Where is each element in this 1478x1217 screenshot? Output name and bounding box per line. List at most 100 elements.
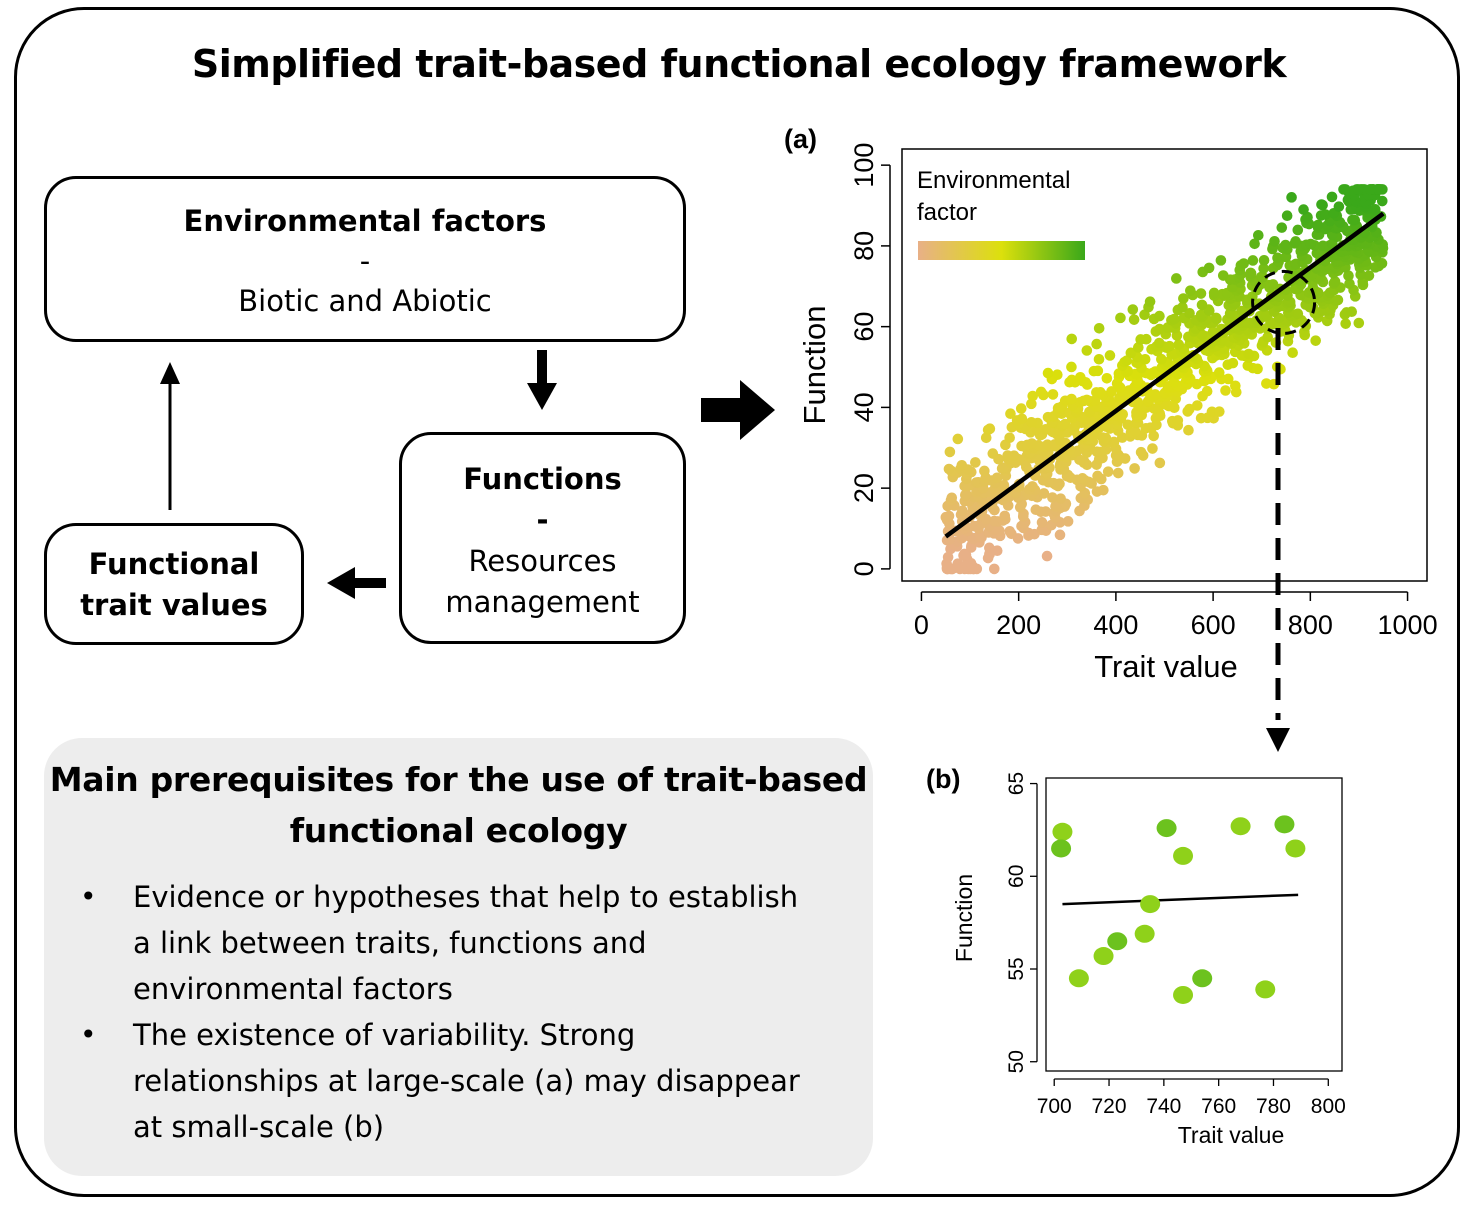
scatter-point [1195,309,1207,321]
scatter-point [1015,403,1027,414]
scatter-point [1292,308,1304,320]
scatter-point [1178,293,1189,304]
scatter-point [943,510,955,522]
scatter-point [1129,463,1140,474]
scatter-point [1247,255,1259,266]
scatter-point [1093,353,1105,365]
scatter-point [1153,337,1165,349]
scatter-point [1095,387,1106,398]
scatter-point [1147,443,1158,454]
scatter-point [1092,365,1104,377]
x-tick-label: 780 [1256,1095,1291,1118]
scatter-point [1269,235,1280,247]
scatter-point [1206,406,1218,418]
scatter-point [1298,204,1309,215]
scatter-point [1112,467,1124,479]
scatter-point [1047,492,1058,503]
scatter-point [1352,184,1364,195]
scatter-point [952,433,964,445]
arrow-env-to-functions [527,350,557,410]
scatter-point [1305,238,1316,250]
scatter-point [1258,263,1269,274]
scatter-point [970,457,981,468]
scatter-point [1125,347,1137,359]
scatter-point [1035,386,1047,398]
y-tick-label: 50 [1005,1050,1028,1073]
scatter-point [1002,450,1013,461]
scatter-point [1245,267,1256,279]
scatter-point [1052,822,1073,841]
legend-color-bar [918,241,1085,260]
scatter-point [1042,367,1054,379]
chart-b-ylabel: Function [951,874,977,962]
scatter-point [1036,517,1048,528]
scatter-point [1338,184,1349,195]
scatter-point [1041,550,1053,562]
y-tick-label: 0 [849,561,879,576]
scatter-point [1185,285,1196,296]
scatter-point [1220,385,1231,396]
zoom-connector-arrow [1266,328,1290,752]
x-tick-label: 1000 [1378,610,1438,640]
scatter-point [1004,525,1016,537]
scatter-point [1156,819,1177,838]
chart-a-ylabel: Function [797,306,832,425]
arrow-functions-to-traits [327,567,386,599]
y-tick-label: 65 [1005,772,1028,795]
scatter-point [1285,839,1306,858]
scatter-point [1091,338,1102,350]
scatter-point [1026,438,1038,449]
scatter-point [1101,372,1113,384]
scatter-point [1066,393,1077,405]
scatter-point [1333,201,1345,212]
x-tick-label: 600 [1191,610,1236,640]
functions-box-dash: - [536,503,549,537]
scatter-point [1077,473,1088,484]
scatter-point [1208,287,1220,299]
scatter-point [1093,322,1105,334]
scatter-point [979,465,990,477]
scatter-point [1272,252,1283,264]
prerequisites-panel: Main prerequisites for the use of trait-… [44,738,873,1176]
scatter-point [1102,466,1114,477]
scatter-point [1192,969,1213,988]
scatter-point [1201,385,1213,397]
scatter-point [1196,299,1208,311]
scatter-point [1195,288,1207,299]
scatter-point [1098,484,1109,496]
figure-title: Simplified trait-based functional ecolog… [191,42,1287,86]
scatter-point [1107,932,1128,951]
scatter-point [1133,342,1144,353]
bullet-icon: • [80,880,97,913]
chart-a-plot-area [901,148,1428,582]
scatter-point [1340,318,1351,329]
scatter-point [987,448,999,459]
scatter-point [984,542,995,554]
arrow-framework-to-chart [701,380,775,440]
scatter-point [1038,488,1050,499]
scatter-point [1127,304,1139,315]
prerequisites-title: Main prerequisites for the use of trait-… [49,760,868,850]
scatter-point [1214,406,1225,417]
scatter-point [1274,815,1295,834]
scatter-point [1144,296,1156,307]
scatter-point [946,492,958,504]
scatter-point [1016,413,1028,425]
scatter-point [1320,209,1331,220]
scatter-point [1154,457,1166,469]
scatter-point [1281,210,1293,222]
scatter-point [1255,271,1267,283]
env-box-dash: - [359,244,371,278]
scatter-point [1332,294,1344,306]
scatter-point [1222,373,1234,385]
scatter-point [1286,192,1297,203]
scatter-point [1154,323,1165,335]
scatter-point [1092,470,1103,482]
scatter-point [1154,310,1165,322]
scatter-point [1329,276,1341,287]
scatter-point [1168,313,1180,325]
bullet-icon: • [80,1018,97,1051]
trait-box-line1: Functional [88,547,260,581]
scatter-point [1191,400,1203,411]
chart-a-panel-label: (a) [784,124,817,154]
